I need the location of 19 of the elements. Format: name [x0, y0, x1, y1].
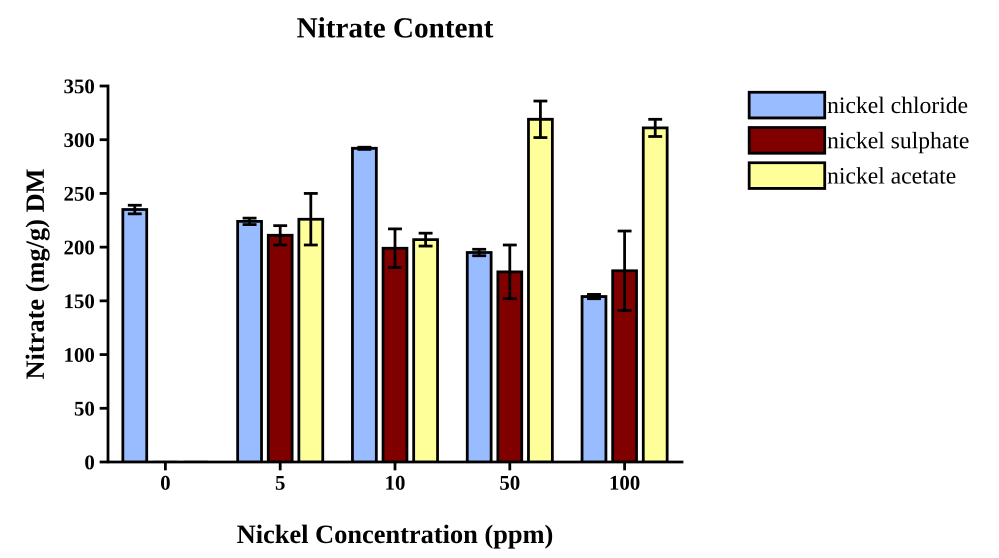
- x-tick-label: 0: [160, 476, 170, 490]
- legend-label: nickel chloride: [828, 96, 968, 114]
- y-axis-title: Nitrate (mg/g) DM: [26, 169, 50, 380]
- x-axis-title: Nickel Concentration (ppm): [237, 524, 552, 549]
- x-tick-label: 5: [276, 476, 285, 490]
- x-tick-label: 100: [610, 476, 640, 490]
- y-tick-label: 150: [65, 294, 94, 308]
- legend-label: nickel sulphate: [828, 132, 969, 154]
- x-tick-label: 50: [500, 476, 520, 490]
- legend-label: nickel acetate: [828, 167, 956, 184]
- y-tick-label: 250: [64, 186, 94, 201]
- y-tick-label: 300: [64, 133, 94, 148]
- y-tick-label: 200: [64, 240, 94, 255]
- y-tick-label: 350: [64, 79, 94, 94]
- y-tick-label: 0: [85, 455, 94, 470]
- chart-title: Nitrate Content: [297, 17, 494, 38]
- y-tick-label: 50: [74, 402, 94, 416]
- y-tick-label: 100: [65, 348, 94, 362]
- x-tick-label: 10: [386, 476, 405, 490]
